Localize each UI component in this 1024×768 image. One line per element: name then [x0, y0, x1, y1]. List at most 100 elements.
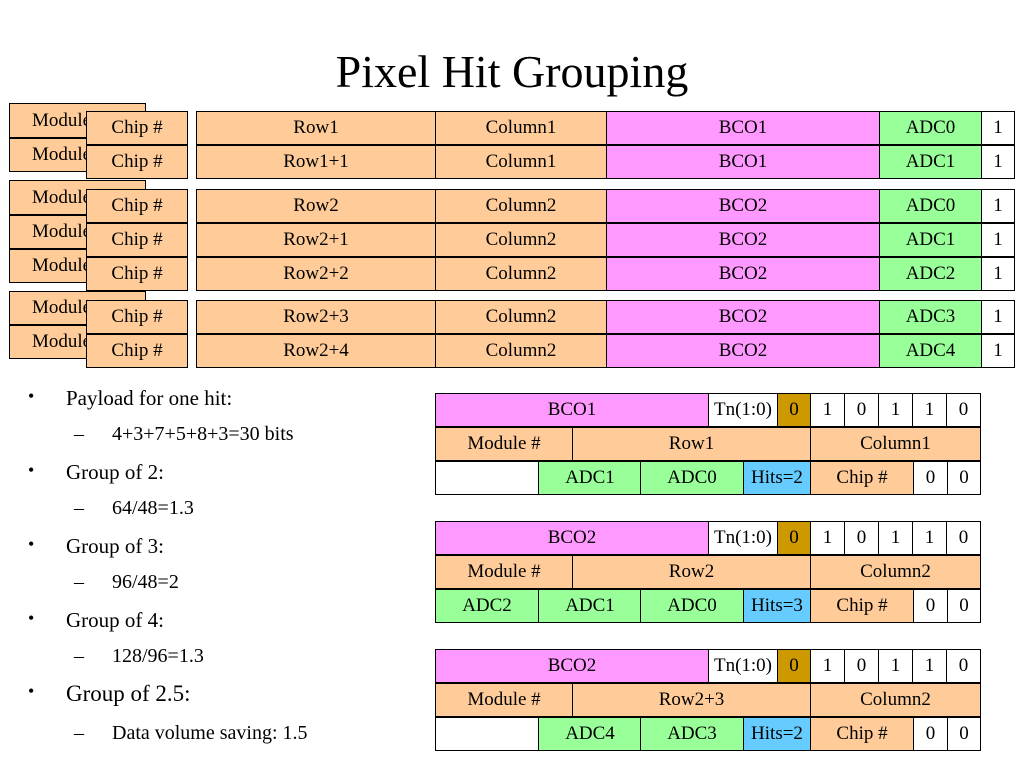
packet-module: Module # — [435, 683, 573, 717]
packet-bit: 1 — [810, 393, 845, 427]
column-cell: Column2 — [435, 189, 607, 223]
packet-column: Column2 — [810, 683, 981, 717]
column-cell: Column2 — [435, 223, 607, 257]
packet-column: Column2 — [810, 555, 981, 589]
flag-cell: 1 — [981, 111, 1015, 145]
bullet-mark: • — [28, 681, 35, 701]
bco-cell: BCO2 — [606, 257, 880, 291]
bco-cell: BCO2 — [606, 223, 880, 257]
row-cell: Row2+4 — [196, 334, 436, 368]
packet-bco: BCO1 — [435, 393, 709, 427]
chip-cell: Chip # — [86, 257, 188, 291]
packet-chip: Chip # — [810, 717, 914, 751]
packet-tail-bit: 0 — [947, 589, 981, 623]
packet-bco: BCO2 — [435, 649, 709, 683]
packet-row: Row2+3 — [572, 683, 811, 717]
packet-module: Module # — [435, 427, 573, 461]
packet-bco: BCO2 — [435, 521, 709, 555]
packet-tail-bit: 0 — [913, 717, 948, 751]
row-cell: Row1+1 — [196, 145, 436, 179]
column-cell: Column1 — [435, 145, 607, 179]
packet-row: Row2 — [572, 555, 811, 589]
column-cell: Column2 — [435, 334, 607, 368]
bullet-mark: • — [28, 386, 35, 406]
packet-tail-bit: 0 — [913, 589, 948, 623]
row-cell: Row2+3 — [196, 300, 436, 334]
flag-cell: 1 — [981, 257, 1015, 291]
bco-cell: BCO1 — [606, 145, 880, 179]
packet-column: Column1 — [810, 427, 981, 461]
adc-cell: ADC0 — [879, 189, 982, 223]
chip-cell: Chip # — [86, 111, 188, 145]
packet-bit: 0 — [844, 393, 879, 427]
bco-cell: BCO1 — [606, 111, 880, 145]
flag-cell: 1 — [981, 189, 1015, 223]
packet-chip: Chip # — [810, 589, 914, 623]
packet-row: Row1 — [572, 427, 811, 461]
bullet-mark: • — [28, 534, 35, 554]
packet-bit: 0 — [946, 649, 981, 683]
packet-tail-bit: 0 — [947, 717, 981, 751]
packet-adc: ADC1 — [538, 589, 642, 623]
chip-cell: Chip # — [86, 300, 188, 334]
packet-hits: Hits=2 — [743, 717, 811, 751]
row-cell: Row1 — [196, 111, 436, 145]
dash-mark: – — [74, 571, 84, 593]
dash-mark: – — [74, 497, 84, 519]
page-title: Pixel Hit Grouping — [335, 46, 689, 97]
packet-tn-bit: 0 — [777, 521, 811, 555]
dash-mark: – — [74, 645, 84, 667]
adc-cell: ADC4 — [879, 334, 982, 368]
row-cell: Row2+1 — [196, 223, 436, 257]
bullet-mark: • — [28, 608, 35, 628]
packet-adc: ADC0 — [640, 461, 744, 495]
packet-tn: Tn(1:0) — [708, 393, 778, 427]
bco-cell: BCO2 — [606, 189, 880, 223]
flag-cell: 1 — [981, 300, 1015, 334]
packet-hits: Hits=2 — [743, 461, 811, 495]
packet-bit: 1 — [912, 649, 947, 683]
packet-adc: ADC0 — [640, 589, 744, 623]
packet-adc: ADC3 — [640, 717, 744, 751]
adc-cell: ADC1 — [879, 145, 982, 179]
packet-bit: 1 — [810, 521, 845, 555]
packet-adc: ADC2 — [435, 589, 539, 623]
packet-bit: 1 — [912, 393, 947, 427]
packet-tn-bit: 0 — [777, 649, 811, 683]
flag-cell: 1 — [981, 145, 1015, 179]
column-cell: Column2 — [435, 300, 607, 334]
packet-tail-bit: 0 — [947, 461, 981, 495]
packet-empty-cell — [435, 461, 539, 495]
adc-cell: ADC3 — [879, 300, 982, 334]
chip-cell: Chip # — [86, 189, 188, 223]
bco-cell: BCO2 — [606, 334, 880, 368]
packet-bit: 0 — [946, 393, 981, 427]
adc-cell: ADC2 — [879, 257, 982, 291]
dash-mark: – — [74, 722, 84, 744]
packet-bit: 0 — [844, 649, 879, 683]
column-cell: Column1 — [435, 111, 607, 145]
packet-tn: Tn(1:0) — [708, 649, 778, 683]
chip-cell: Chip # — [86, 223, 188, 257]
flag-cell: 1 — [981, 223, 1015, 257]
flag-cell: 1 — [981, 334, 1015, 368]
column-cell: Column2 — [435, 257, 607, 291]
packet-tn-bit: 0 — [777, 393, 811, 427]
packet-bit: 0 — [844, 521, 879, 555]
dash-mark: – — [74, 423, 84, 445]
packet-adc: ADC1 — [538, 461, 642, 495]
packet-tail-bit: 0 — [913, 461, 948, 495]
bullet-mark: • — [28, 460, 35, 480]
packet-module: Module # — [435, 555, 573, 589]
packet-bit: 1 — [878, 521, 913, 555]
packet-hits: Hits=3 — [743, 589, 811, 623]
chip-cell: Chip # — [86, 334, 188, 368]
packet-bit: 1 — [878, 649, 913, 683]
adc-cell: ADC1 — [879, 223, 982, 257]
row-cell: Row2+2 — [196, 257, 436, 291]
packet-chip: Chip # — [810, 461, 914, 495]
packet-adc: ADC4 — [538, 717, 642, 751]
bco-cell: BCO2 — [606, 300, 880, 334]
packet-bit: 1 — [810, 649, 845, 683]
packet-bit: 0 — [946, 521, 981, 555]
